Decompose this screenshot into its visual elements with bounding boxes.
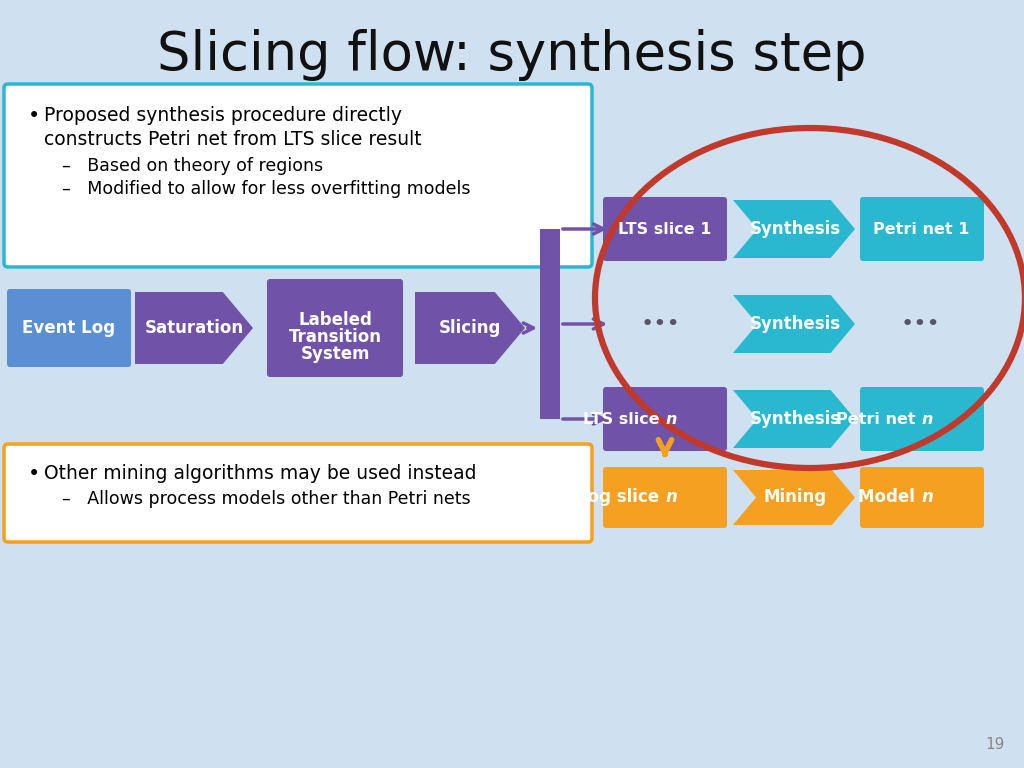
Text: constructs Petri net from LTS slice result: constructs Petri net from LTS slice resu… bbox=[44, 130, 422, 149]
FancyBboxPatch shape bbox=[4, 444, 592, 542]
Text: System: System bbox=[300, 345, 370, 363]
Text: Synthesis: Synthesis bbox=[750, 410, 841, 428]
Text: Labeled: Labeled bbox=[298, 311, 372, 329]
Text: Model: Model bbox=[858, 488, 921, 507]
Text: Transition: Transition bbox=[289, 328, 382, 346]
Text: n: n bbox=[921, 488, 933, 507]
Text: Petri net: Petri net bbox=[836, 412, 921, 426]
Text: n: n bbox=[665, 412, 677, 426]
FancyBboxPatch shape bbox=[860, 467, 984, 528]
Text: •: • bbox=[28, 464, 40, 484]
Polygon shape bbox=[415, 292, 525, 364]
FancyBboxPatch shape bbox=[860, 387, 984, 451]
Text: •••: ••• bbox=[900, 314, 940, 334]
Text: Slicing: Slicing bbox=[439, 319, 501, 337]
Polygon shape bbox=[733, 200, 855, 258]
Text: Saturation: Saturation bbox=[144, 319, 244, 337]
Text: Proposed synthesis procedure directly: Proposed synthesis procedure directly bbox=[44, 106, 402, 125]
Polygon shape bbox=[733, 470, 855, 525]
FancyBboxPatch shape bbox=[860, 197, 984, 261]
Text: •••: ••• bbox=[640, 314, 680, 334]
Text: –   Allows process models other than Petri nets: – Allows process models other than Petri… bbox=[62, 490, 471, 508]
Bar bbox=[540, 229, 560, 419]
Polygon shape bbox=[135, 292, 253, 364]
Text: –   Based on theory of regions: – Based on theory of regions bbox=[62, 157, 324, 175]
Text: Mining: Mining bbox=[764, 488, 826, 507]
Text: Log slice: Log slice bbox=[578, 488, 665, 507]
Text: n: n bbox=[665, 488, 677, 507]
Text: Synthesis: Synthesis bbox=[750, 220, 841, 238]
Text: Other mining algorithms may be used instead: Other mining algorithms may be used inst… bbox=[44, 464, 476, 483]
FancyBboxPatch shape bbox=[267, 279, 403, 377]
FancyBboxPatch shape bbox=[603, 467, 727, 528]
Text: •: • bbox=[28, 106, 40, 126]
FancyBboxPatch shape bbox=[603, 197, 727, 261]
FancyBboxPatch shape bbox=[7, 289, 131, 367]
Text: Synthesis: Synthesis bbox=[750, 315, 841, 333]
FancyBboxPatch shape bbox=[4, 84, 592, 267]
Polygon shape bbox=[733, 390, 855, 448]
Text: Slicing flow: synthesis step: Slicing flow: synthesis step bbox=[158, 29, 866, 81]
Text: 19: 19 bbox=[986, 737, 1005, 752]
Text: n: n bbox=[921, 412, 933, 426]
Text: LTS slice 1: LTS slice 1 bbox=[618, 221, 712, 237]
Text: Petri net 1: Petri net 1 bbox=[872, 221, 969, 237]
Text: LTS slice: LTS slice bbox=[583, 412, 665, 426]
Polygon shape bbox=[733, 295, 855, 353]
FancyBboxPatch shape bbox=[603, 387, 727, 451]
Text: –   Modified to allow for less overfitting models: – Modified to allow for less overfitting… bbox=[62, 180, 470, 198]
Text: Event Log: Event Log bbox=[23, 319, 116, 337]
